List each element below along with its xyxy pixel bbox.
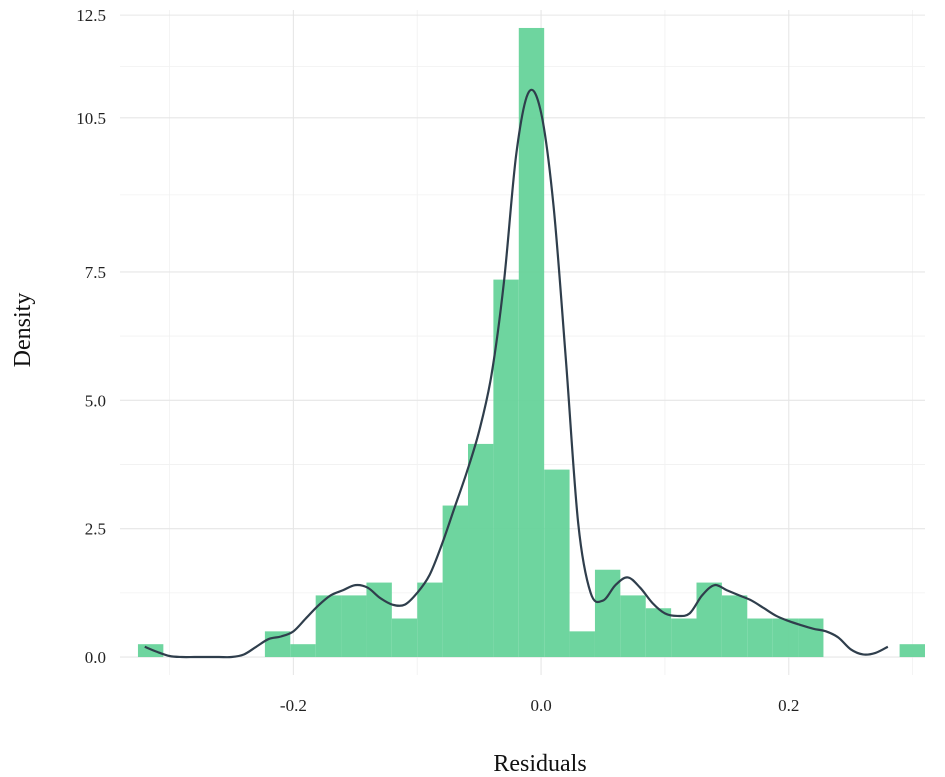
y-tick-label: 5.0 <box>85 391 106 410</box>
histogram-bar <box>696 582 722 658</box>
histogram-bars <box>137 27 925 658</box>
y-axis-title: Density <box>10 293 36 368</box>
density-curve <box>144 88 889 659</box>
histogram-bar <box>544 469 570 658</box>
histogram-bar <box>721 595 748 658</box>
histogram-bar <box>772 618 799 658</box>
y-tick-label: 2.5 <box>85 520 106 539</box>
axis-ticks: -0.2 0.0 0.2 0.0 2.5 5.0 7.5 10.5 12.5 <box>76 6 799 715</box>
density-curve-layer <box>144 88 889 659</box>
histogram-bar <box>645 608 672 658</box>
histogram-bar <box>366 582 392 658</box>
histogram-bar <box>671 618 697 658</box>
x-tick-label: 0.0 <box>530 696 551 715</box>
y-tick-label: 12.5 <box>76 6 106 25</box>
x-tick-label: 0.2 <box>778 696 799 715</box>
histogram-bar <box>417 582 443 658</box>
y-tick-label: 10.5 <box>76 109 106 128</box>
histogram-bar <box>620 595 646 658</box>
y-tick-label: 7.5 <box>85 263 106 282</box>
x-tick-label: -0.2 <box>280 696 307 715</box>
histogram-bar <box>899 644 925 658</box>
histogram-bar <box>315 595 342 658</box>
histogram-bar <box>468 443 494 658</box>
y-tick-label: 0.0 <box>85 648 106 667</box>
histogram-bar <box>137 644 164 658</box>
histogram-bar <box>341 595 367 658</box>
histogram-bar <box>493 279 519 658</box>
histogram-bar <box>391 618 418 658</box>
histogram-bar <box>569 631 595 658</box>
histogram-bar <box>518 27 545 658</box>
histogram-bar <box>747 618 773 658</box>
histogram-bar <box>290 644 316 658</box>
x-axis-title: Residuals <box>493 751 586 777</box>
